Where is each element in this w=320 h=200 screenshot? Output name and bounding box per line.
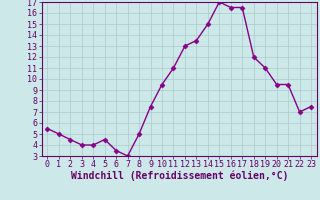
X-axis label: Windchill (Refroidissement éolien,°C): Windchill (Refroidissement éolien,°C): [70, 171, 288, 181]
